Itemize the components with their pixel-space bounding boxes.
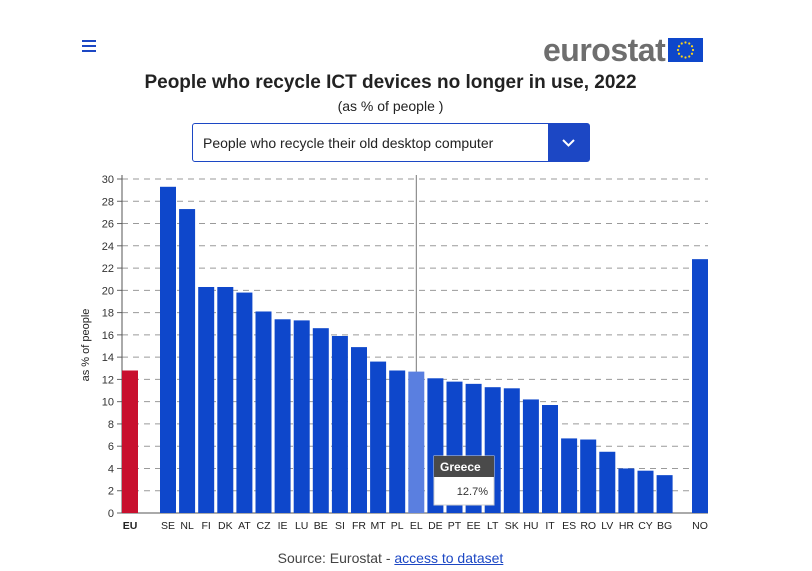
x-tick-label: PL bbox=[391, 520, 404, 532]
bar-pl[interactable] bbox=[389, 370, 406, 513]
y-tick-label: 4 bbox=[108, 463, 114, 475]
x-tick-label: NL bbox=[180, 520, 194, 532]
indicator-select[interactable]: People who recycle their old desktop com… bbox=[192, 123, 590, 162]
y-tick-label: 18 bbox=[102, 308, 114, 320]
y-tick-label: 30 bbox=[102, 174, 114, 186]
eu-flag-icon bbox=[668, 38, 704, 62]
bar-lv[interactable] bbox=[599, 451, 616, 513]
y-tick-label: 20 bbox=[102, 285, 114, 297]
x-tick-label: LV bbox=[601, 520, 613, 532]
bar-sk[interactable] bbox=[503, 388, 520, 513]
bar-cy[interactable] bbox=[637, 470, 654, 513]
access-dataset-link[interactable]: access to dataset bbox=[394, 550, 504, 566]
y-tick-label: 14 bbox=[102, 352, 114, 364]
x-tick-label: FI bbox=[202, 520, 211, 532]
x-tick-label: AT bbox=[238, 520, 251, 532]
y-tick-label: 8 bbox=[108, 419, 114, 431]
bar-fi[interactable] bbox=[198, 286, 215, 513]
y-tick-label: 24 bbox=[102, 241, 114, 253]
bar-lu[interactable] bbox=[293, 320, 310, 513]
bar-at[interactable] bbox=[236, 292, 253, 513]
y-axis-label: as % of people bbox=[80, 309, 92, 382]
y-tick-label: 6 bbox=[108, 441, 114, 453]
x-tick-label: LU bbox=[295, 520, 308, 532]
y-tick-label: 28 bbox=[102, 196, 114, 208]
chart-subtitle: (as % of people ) bbox=[337, 98, 444, 114]
bar-es[interactable] bbox=[561, 438, 578, 513]
x-tick-label: HR bbox=[619, 520, 635, 532]
eurostat-logo: eurostat bbox=[543, 32, 704, 68]
x-tick-label: SE bbox=[161, 520, 175, 532]
x-tick-label: MT bbox=[371, 520, 387, 532]
x-tick-label: CZ bbox=[257, 520, 272, 532]
tooltip-value: 12.7% bbox=[457, 486, 488, 498]
bar-nl[interactable] bbox=[179, 209, 196, 513]
bar-cz[interactable] bbox=[255, 311, 272, 513]
x-tick-label: IT bbox=[545, 520, 555, 532]
bar-hr[interactable] bbox=[618, 468, 635, 513]
chart-title: People who recycle ICT devices no longer… bbox=[144, 72, 637, 93]
bar-hu[interactable] bbox=[522, 399, 539, 513]
bar-it[interactable] bbox=[542, 405, 558, 513]
bar-be[interactable] bbox=[312, 328, 329, 513]
x-tick-label: IE bbox=[278, 520, 288, 532]
y-tick-label: 16 bbox=[102, 330, 114, 342]
bar-mt[interactable] bbox=[370, 361, 387, 513]
y-tick-label: 2 bbox=[108, 486, 114, 498]
chevron-down-icon bbox=[562, 139, 575, 147]
bar-bg[interactable] bbox=[656, 475, 673, 513]
bar-fr[interactable] bbox=[351, 347, 367, 513]
x-tick-label: CY bbox=[638, 520, 653, 532]
x-tick-label: LT bbox=[487, 520, 499, 532]
x-tick-label: HU bbox=[523, 520, 538, 532]
x-tick-label: NO bbox=[692, 520, 708, 532]
bar-ie[interactable] bbox=[274, 319, 291, 513]
bar-si[interactable] bbox=[331, 335, 348, 513]
bar-no[interactable] bbox=[692, 259, 708, 513]
y-tick-label: 10 bbox=[102, 397, 114, 409]
x-tick-label: BE bbox=[314, 520, 328, 532]
y-tick-label: 12 bbox=[102, 374, 114, 386]
x-tick-label: EE bbox=[467, 520, 481, 532]
x-tick-label: ES bbox=[562, 520, 576, 532]
tooltip-header bbox=[434, 456, 494, 477]
x-tick-label: BG bbox=[657, 520, 672, 532]
bar-ro[interactable] bbox=[580, 439, 597, 513]
y-tick-label: 22 bbox=[102, 263, 114, 275]
select-dropdown-button[interactable] bbox=[548, 124, 589, 161]
source-text: Source: Eurostat - bbox=[277, 550, 395, 566]
x-tick-label: PT bbox=[448, 520, 462, 532]
x-tick-label: RO bbox=[580, 520, 596, 532]
bar-se[interactable] bbox=[160, 186, 176, 513]
x-tick-label: SK bbox=[505, 520, 519, 532]
x-tick-label: EU bbox=[123, 520, 138, 532]
source-line: Source: Eurostat - access to dataset bbox=[0, 550, 781, 566]
select-value: People who recycle their old desktop com… bbox=[203, 135, 494, 151]
menu-icon[interactable] bbox=[82, 40, 96, 54]
bar-el[interactable] bbox=[408, 371, 425, 513]
tooltip-title: Greece bbox=[440, 460, 481, 474]
logo-text: eurostat bbox=[543, 32, 666, 68]
y-tick-label: 26 bbox=[102, 219, 114, 231]
bar-dk[interactable] bbox=[217, 286, 234, 513]
bar-eu[interactable] bbox=[122, 370, 138, 513]
x-tick-label: EL bbox=[410, 520, 423, 532]
y-tick-label: 0 bbox=[108, 508, 114, 520]
x-tick-label: SI bbox=[335, 520, 345, 532]
x-tick-label: FR bbox=[352, 520, 366, 532]
x-tick-label: DE bbox=[428, 520, 443, 532]
x-tick-label: DK bbox=[218, 520, 233, 532]
